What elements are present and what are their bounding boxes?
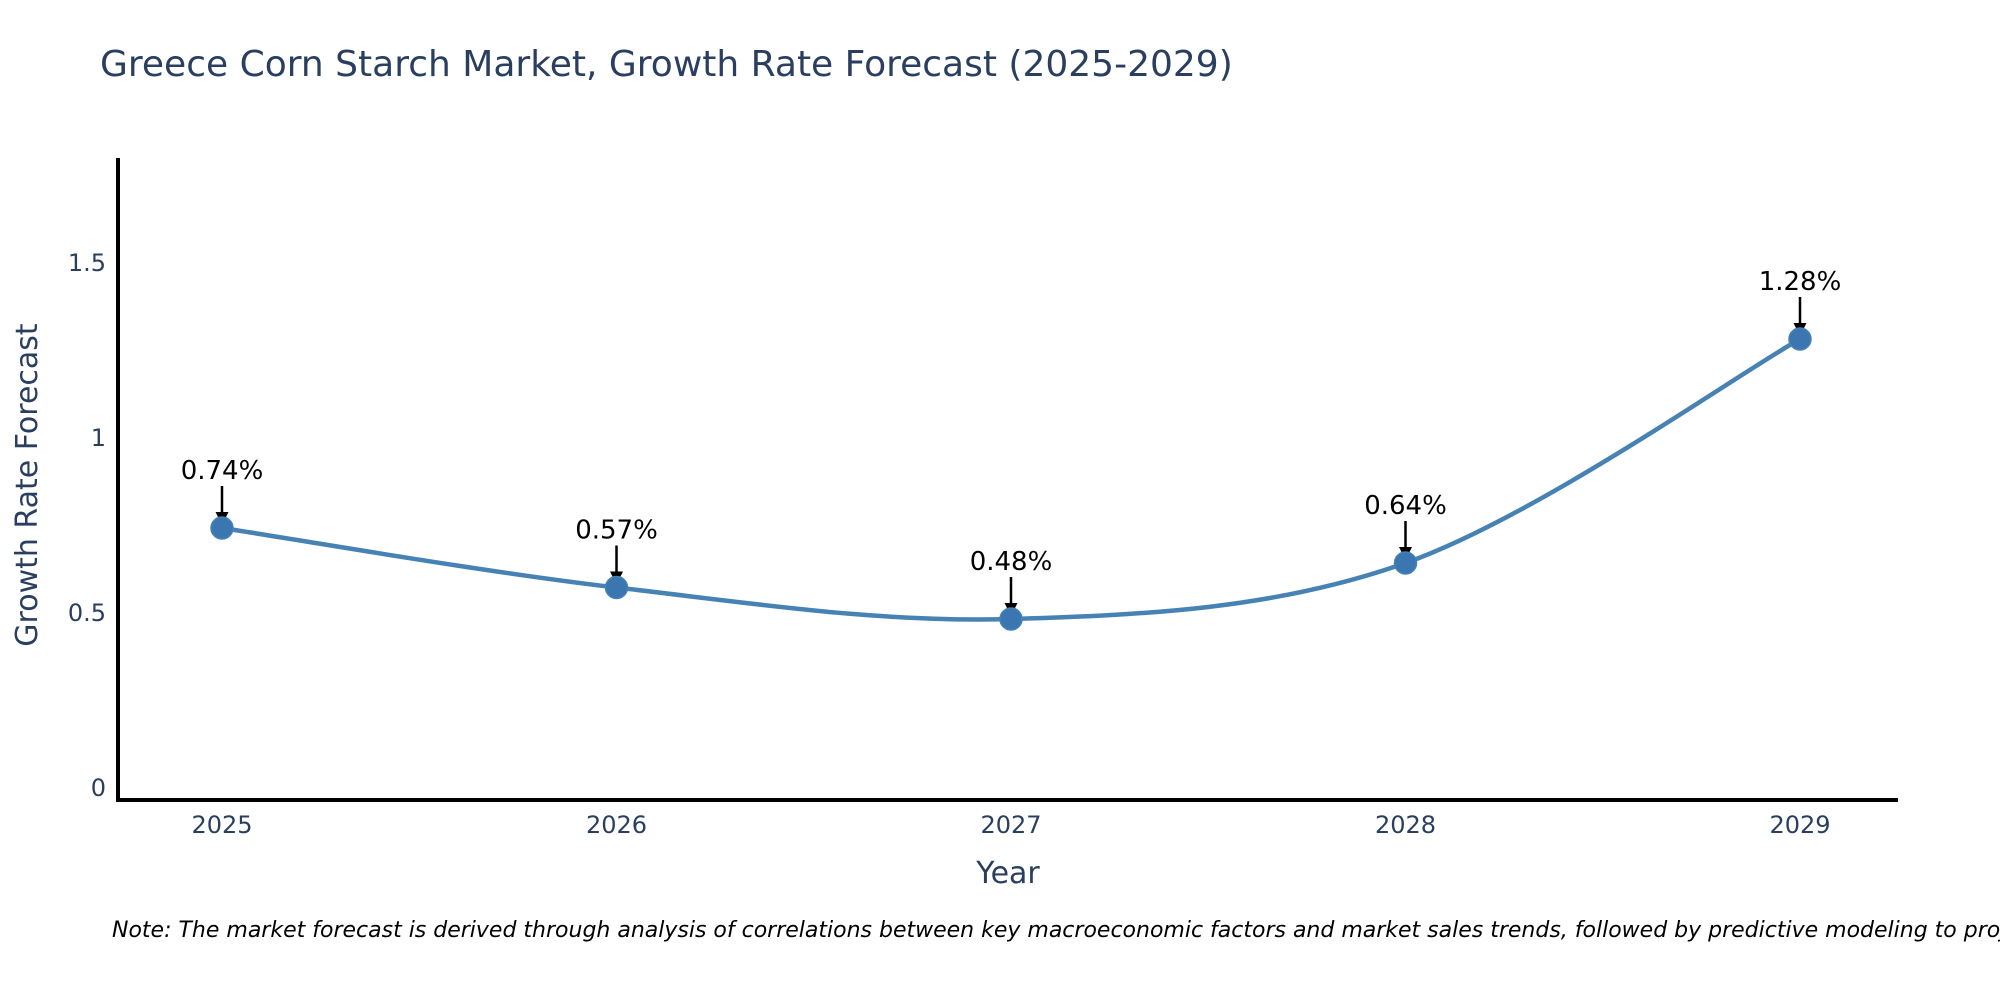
- y-tick-label: 1: [91, 424, 106, 452]
- data-point-2026[interactable]: [604, 575, 629, 600]
- data-point-label: 0.64%: [1364, 491, 1447, 521]
- data-point-2027[interactable]: [999, 607, 1023, 631]
- data-point-2028[interactable]: [1393, 551, 1418, 575]
- x-tick-label: 2026: [586, 811, 647, 839]
- data-point-label: 0.48%: [970, 547, 1053, 577]
- data-point-label: 1.28%: [1759, 267, 1842, 297]
- x-axis-title: Year: [976, 856, 1040, 891]
- x-tick-label: 2029: [1769, 811, 1830, 839]
- x-tick-label: 2025: [191, 811, 252, 839]
- footnote: Note: The market forecast is derived thr…: [112, 918, 2000, 943]
- chart-title: Greece Corn Starch Market, Growth Rate F…: [100, 44, 1233, 85]
- data-point-2025[interactable]: [210, 516, 234, 540]
- data-point-label: 0.57%: [575, 516, 658, 546]
- y-tick-label: 1.5: [68, 249, 106, 277]
- y-tick-label: 0: [91, 774, 106, 802]
- x-tick-label: 2027: [980, 811, 1041, 839]
- data-point-2029[interactable]: [1788, 327, 1812, 351]
- data-point-label: 0.74%: [181, 456, 264, 486]
- y-tick-label: 0.5: [68, 599, 106, 627]
- axis-lines: [116, 158, 1898, 802]
- x-tick-label: 2028: [1375, 811, 1436, 839]
